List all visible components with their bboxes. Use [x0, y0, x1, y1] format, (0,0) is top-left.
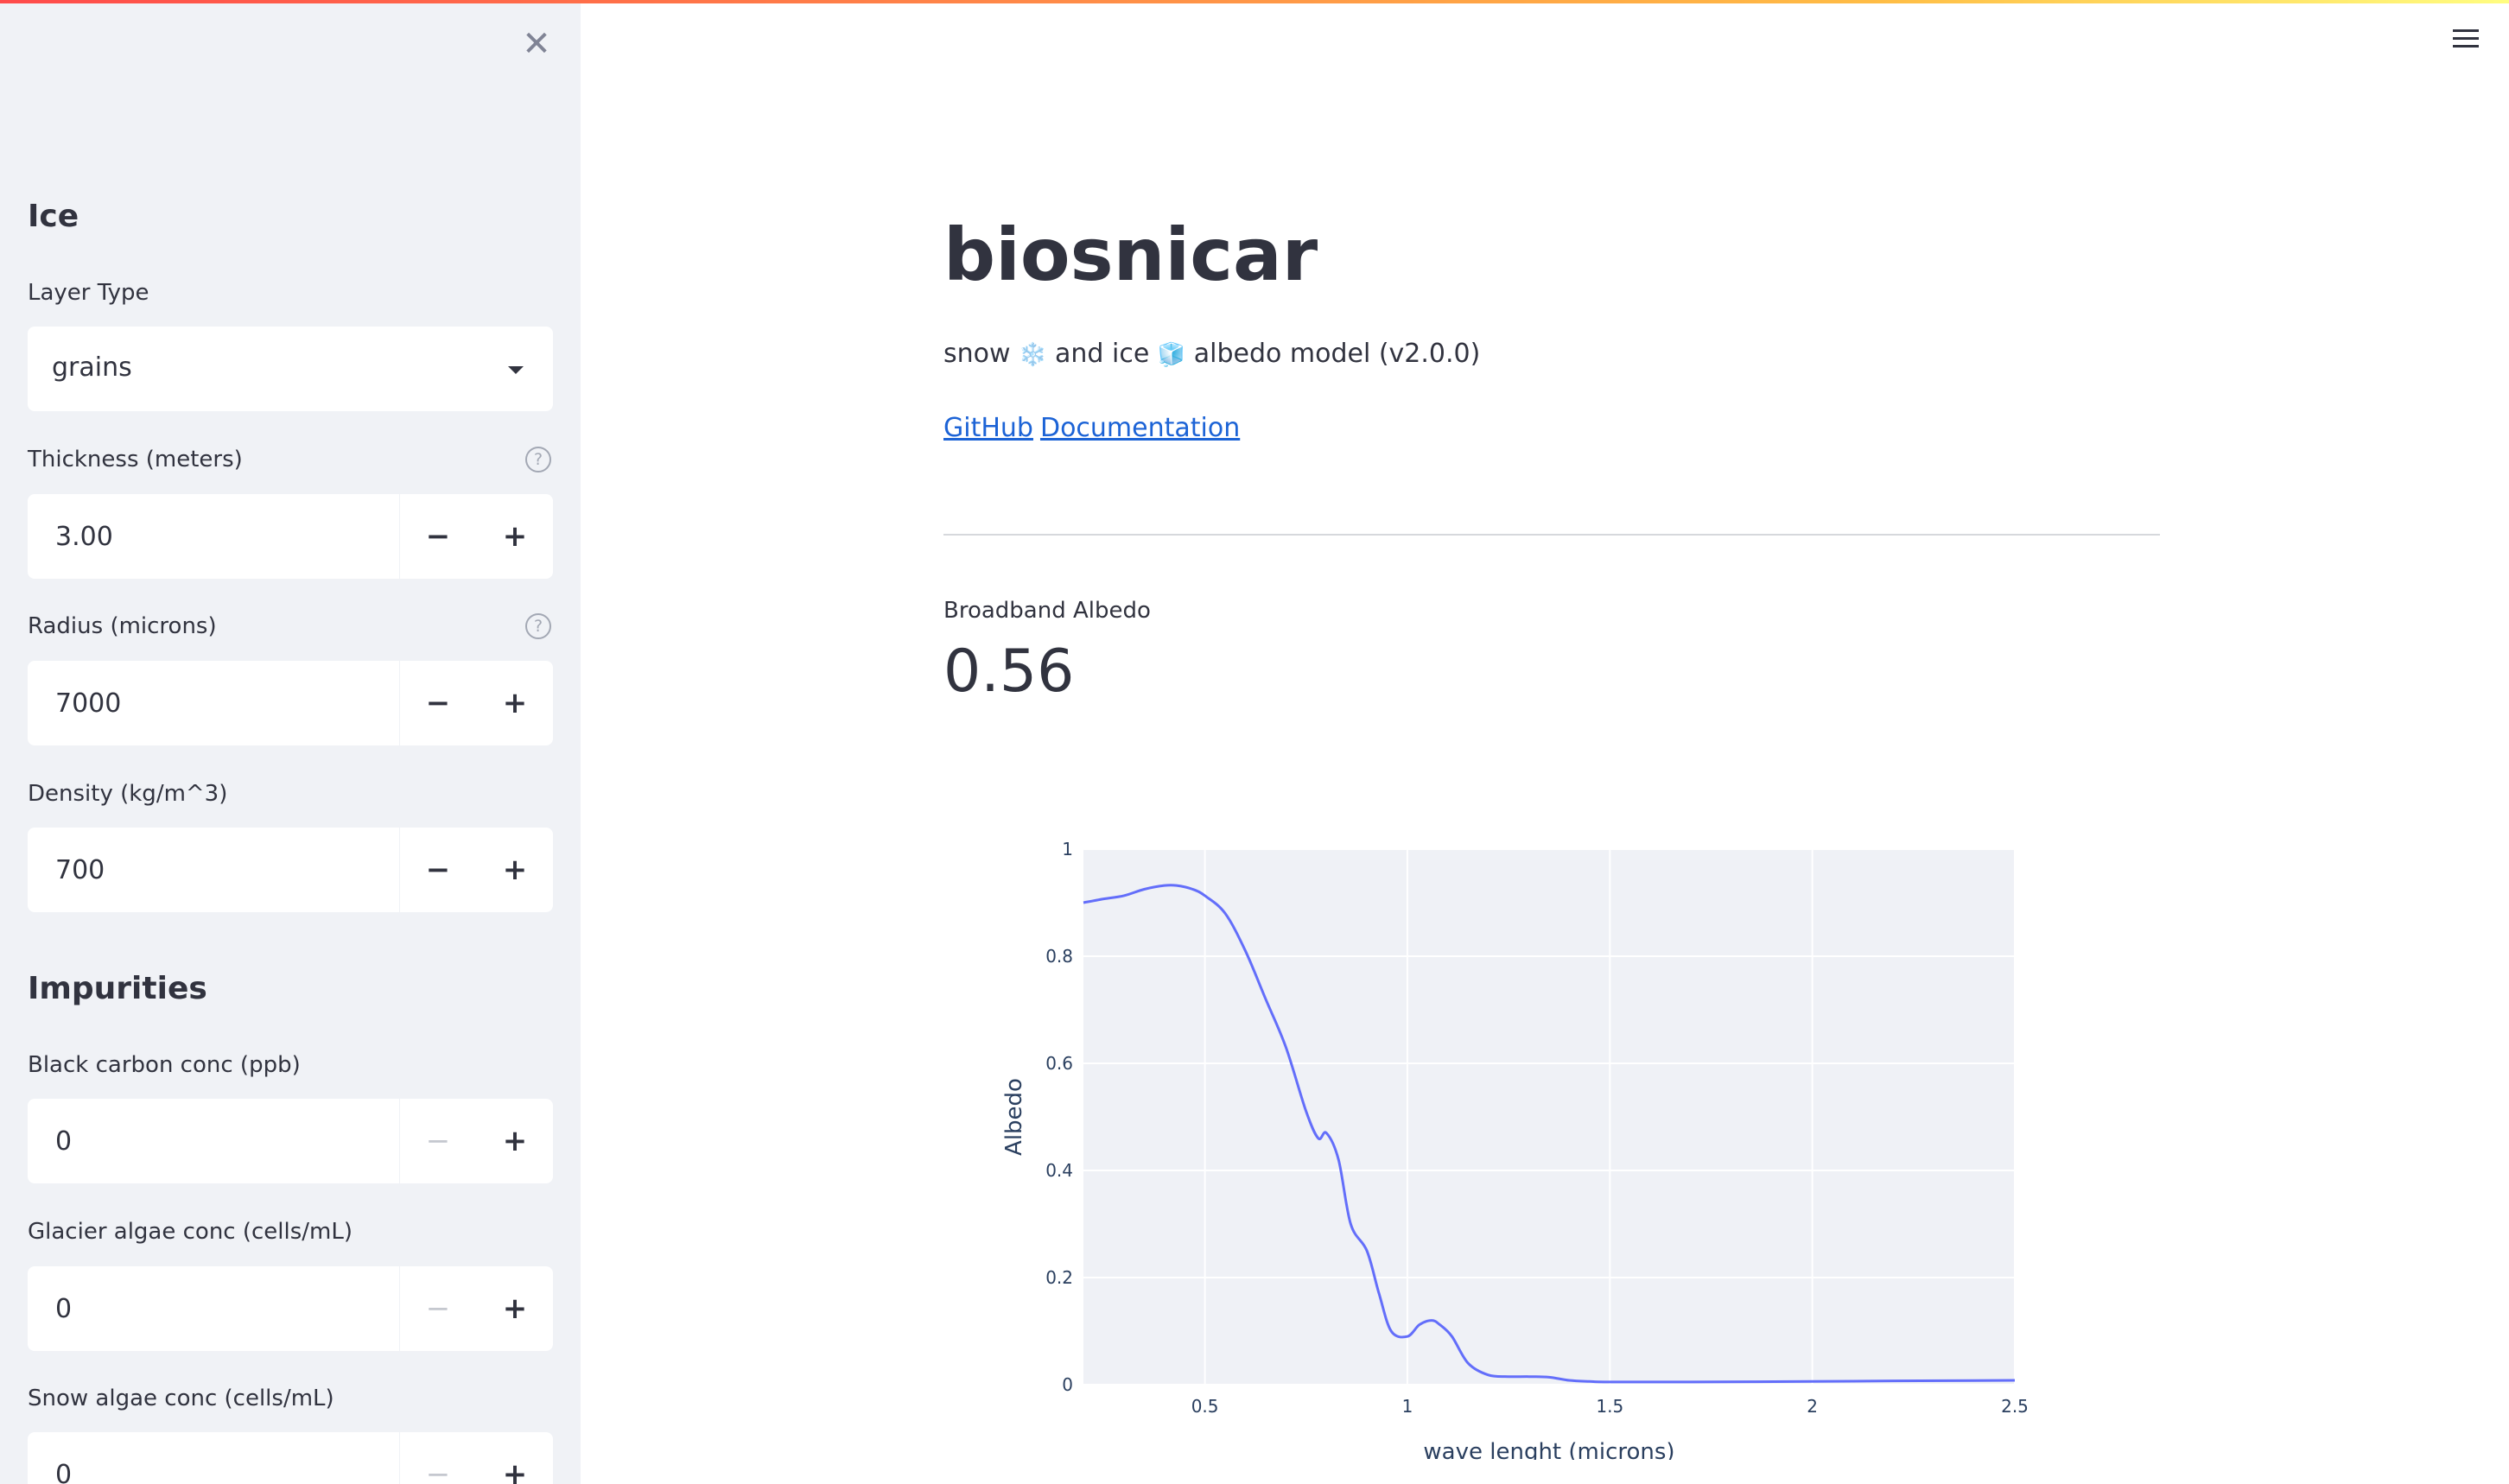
sidebar: ✕ Ice Layer Type grains Thickness (meter…	[0, 0, 581, 1484]
chevron-down-icon	[508, 366, 524, 374]
y-tick-label: 1	[1062, 839, 1073, 859]
increment-button[interactable]: +	[502, 1457, 528, 1484]
radius-input[interactable]: 7000 − +	[28, 661, 553, 745]
divider	[399, 1432, 400, 1484]
x-tick-label: 0.5	[1191, 1396, 1219, 1417]
horizontal-divider	[943, 534, 2160, 536]
subtitle-snow: snow	[943, 339, 1011, 369]
density-label: Density (kg/m^3)	[28, 781, 228, 807]
help-icon[interactable]: ?	[525, 613, 551, 639]
y-tick-label: 0.4	[1045, 1160, 1073, 1181]
glacier-algae-value[interactable]: 0	[55, 1294, 73, 1324]
thickness-value[interactable]: 3.00	[55, 522, 113, 552]
metric-value: 0.56	[943, 637, 1075, 706]
thickness-label: Thickness (meters)	[28, 447, 243, 472]
links-row: GitHub Documentation	[943, 413, 1247, 443]
decrement-button[interactable]: −	[425, 519, 451, 554]
subtitle: snow ❄️ and ice 🧊 albedo model (v2.0.0)	[943, 339, 1480, 369]
snow-algae-label: Snow algae conc (cells/mL)	[28, 1386, 334, 1411]
help-icon[interactable]: ?	[525, 447, 551, 472]
increment-button[interactable]: +	[502, 1124, 528, 1158]
divider	[399, 494, 400, 579]
x-tick-label: 1.5	[1596, 1396, 1623, 1417]
decrement-button[interactable]: −	[425, 1457, 451, 1484]
github-link[interactable]: GitHub	[943, 413, 1033, 443]
snow-algae-value[interactable]: 0	[55, 1460, 73, 1484]
divider	[399, 1266, 400, 1351]
impurities-section-heading: Impurities	[28, 971, 207, 1006]
increment-button[interactable]: +	[502, 853, 528, 887]
subtitle-model: albedo model (v2.0.0)	[1193, 339, 1481, 369]
subtitle-ice: and ice	[1055, 339, 1150, 369]
y-axis-label: Albedo	[1001, 1078, 1027, 1156]
divider	[399, 828, 400, 912]
density-value[interactable]: 700	[55, 855, 105, 885]
snow-algae-input[interactable]: 0 − +	[28, 1432, 553, 1484]
ice-section-heading: Ice	[28, 199, 79, 234]
density-input[interactable]: 700 − +	[28, 828, 553, 912]
documentation-link[interactable]: Documentation	[1039, 413, 1241, 443]
y-tick-label: 0.6	[1045, 1053, 1073, 1074]
divider	[399, 1099, 400, 1183]
layer-type-value: grains	[52, 352, 132, 383]
decrement-button[interactable]: −	[425, 1291, 451, 1326]
black-carbon-value[interactable]: 0	[55, 1126, 73, 1157]
x-tick-label: 2.5	[2001, 1396, 2029, 1417]
y-tick-label: 0.2	[1045, 1267, 1073, 1288]
x-tick-label: 1	[1402, 1396, 1413, 1417]
decrement-button[interactable]: −	[425, 1124, 451, 1158]
divider	[399, 661, 400, 745]
ice-cube-icon: 🧊	[1157, 342, 1186, 368]
decrement-button[interactable]: −	[425, 686, 451, 720]
radius-value[interactable]: 7000	[55, 688, 122, 719]
increment-button[interactable]: +	[502, 519, 528, 554]
plot-area	[1083, 849, 2015, 1385]
thickness-input[interactable]: 3.00 − +	[28, 494, 553, 579]
metric-label: Broadband Albedo	[943, 598, 1151, 624]
page-title: biosnicar	[943, 212, 1318, 297]
snowflake-icon: ❄️	[1019, 342, 1047, 368]
layer-type-label: Layer Type	[28, 280, 149, 306]
layer-type-select[interactable]: grains	[28, 327, 553, 411]
glacier-algae-input[interactable]: 0 − +	[28, 1266, 553, 1351]
hamburger-menu-icon[interactable]	[2450, 24, 2481, 59]
close-icon[interactable]: ✕	[522, 24, 551, 64]
albedo-chart[interactable]: 0.5 1 1.5 2 2.5 0 0.2 0.4 0.6 0.8 1 wave lenght (m…	[943, 821, 2110, 1460]
y-tick-label: 0.8	[1045, 946, 1073, 967]
y-tick-label: 0	[1062, 1374, 1073, 1395]
albedo-series-line[interactable]	[1083, 884, 2016, 1384]
decrement-button[interactable]: −	[425, 853, 451, 887]
grid-lines	[1083, 848, 2016, 1386]
increment-button[interactable]: +	[502, 686, 528, 720]
top-decoration-bar	[0, 0, 2509, 3]
tick-labels: 0.5 1 1.5 2 2.5 0 0.2 0.4 0.6 0.8 1	[1045, 839, 2029, 1417]
black-carbon-label: Black carbon conc (ppb)	[28, 1052, 301, 1078]
x-axis-label: wave lenght (microns)	[1423, 1439, 1674, 1460]
black-carbon-input[interactable]: 0 − +	[28, 1099, 553, 1183]
x-tick-label: 2	[1807, 1396, 1818, 1417]
increment-button[interactable]: +	[502, 1291, 528, 1326]
radius-label: Radius (microns)	[28, 613, 217, 639]
glacier-algae-label: Glacier algae conc (cells/mL)	[28, 1219, 353, 1245]
